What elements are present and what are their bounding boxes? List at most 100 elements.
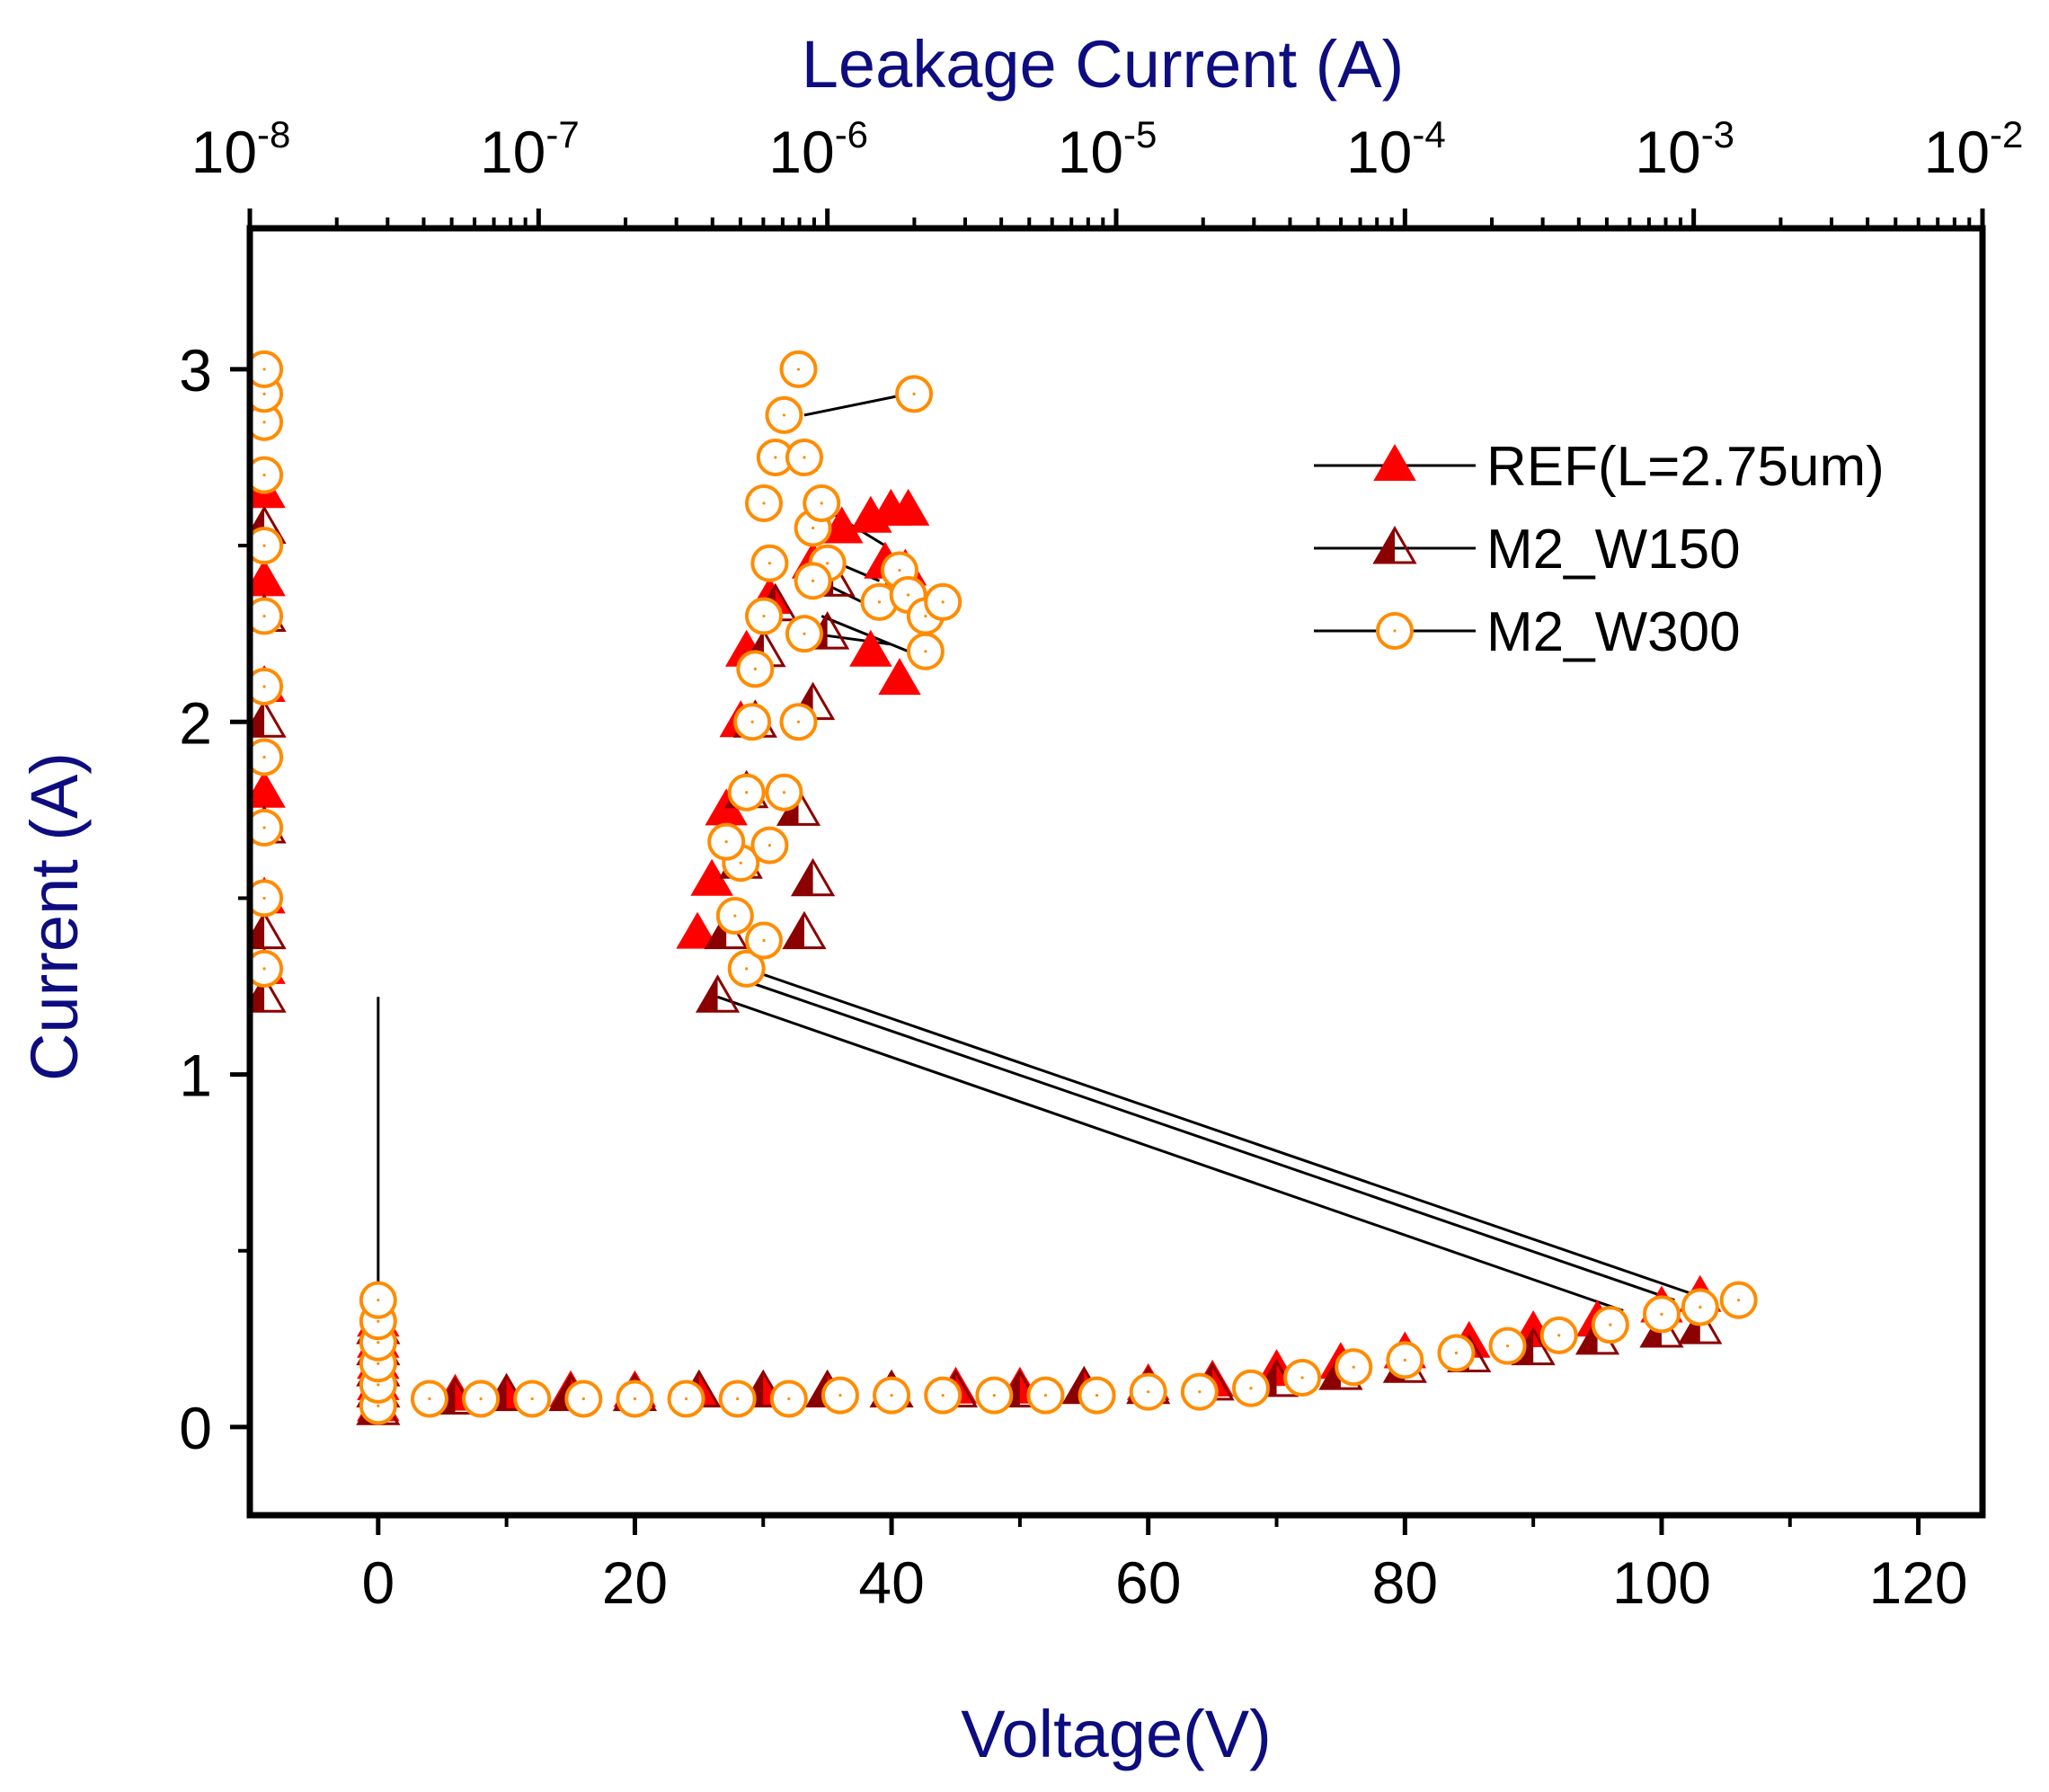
- data-point: [1437, 1334, 1476, 1372]
- connector-line: [746, 967, 1701, 1299]
- marker-dot: [262, 685, 266, 688]
- x-tick-label: 120: [1869, 1549, 1968, 1616]
- legend-marker: [1376, 612, 1414, 650]
- data-point: [886, 488, 930, 526]
- marker-dot: [684, 1397, 688, 1401]
- data-point: [1335, 1348, 1373, 1387]
- marker-dot: [826, 562, 829, 565]
- x2-tick-base: 10: [191, 119, 257, 185]
- legend: REF(L=2.75um) M2_W150 M2_W300: [1314, 436, 1885, 663]
- data-point: [1129, 1372, 1167, 1411]
- x2-tick-base: 10: [1924, 119, 1990, 185]
- data-point: [878, 658, 921, 696]
- data-point: [779, 350, 818, 388]
- data-point: [718, 1379, 757, 1418]
- legend-marker: [1372, 526, 1417, 564]
- data-point: [250, 879, 284, 918]
- data-point: [790, 857, 836, 897]
- marker-dot: [762, 501, 766, 505]
- marker-dot: [377, 1319, 380, 1323]
- data-point: [695, 974, 741, 1013]
- x2-tick-label: 10-5: [1058, 113, 1158, 185]
- x2-tick-label: 10-6: [768, 113, 868, 185]
- x2-tick-exp: -6: [835, 113, 868, 155]
- data-point: [250, 456, 284, 494]
- data-point: [1180, 1372, 1219, 1411]
- marker-dot: [877, 600, 882, 604]
- marker-dot: [1043, 1394, 1048, 1397]
- marker-dot: [796, 368, 801, 371]
- data-point: [1488, 1326, 1527, 1365]
- marker-outline: [1372, 526, 1417, 564]
- marker-outline: [782, 910, 827, 950]
- marker-dot: [1300, 1376, 1304, 1379]
- data-point: [250, 527, 284, 565]
- marker-dot: [812, 579, 815, 582]
- marker-dot: [767, 562, 772, 565]
- marker-dot: [1505, 1344, 1510, 1348]
- marker-dot: [767, 843, 772, 847]
- series-3: [250, 350, 1758, 1425]
- marker-dot: [803, 456, 806, 459]
- x2-tick-label: 10-2: [1924, 113, 2024, 185]
- data-point: [1078, 1376, 1116, 1415]
- marker-dot: [838, 1394, 842, 1397]
- data-point: [975, 1376, 1014, 1415]
- data-point: [676, 911, 719, 949]
- data-point: [1642, 1295, 1681, 1334]
- x2-tick-label: 10-8: [191, 113, 291, 185]
- marker-dot: [724, 840, 728, 844]
- marker-outline: [250, 974, 287, 1013]
- marker-dot: [1147, 1390, 1150, 1394]
- marker-dot: [1249, 1387, 1253, 1390]
- marker-dot: [377, 1341, 380, 1344]
- marker-dot: [787, 1397, 791, 1401]
- marker-dot: [262, 826, 266, 829]
- x2-tick-exp: -3: [1701, 113, 1734, 155]
- y-tick-label: 0: [179, 1395, 212, 1461]
- marker-dot: [803, 632, 806, 635]
- marker-dot: [992, 1394, 996, 1397]
- data-point: [359, 1281, 397, 1319]
- x-tick-label: 60: [1115, 1549, 1181, 1616]
- marker-dot: [377, 1404, 380, 1407]
- marker-dot: [262, 368, 266, 371]
- data-point: [785, 439, 823, 477]
- data-point: [564, 1379, 603, 1418]
- x-tick-label: 0: [361, 1549, 395, 1616]
- marker-dot: [912, 392, 916, 395]
- legend-label: REF(L=2.75um): [1486, 436, 1885, 498]
- data-point: [513, 1379, 552, 1418]
- marker-dot: [774, 456, 777, 459]
- data-point: [895, 375, 934, 413]
- data-point: [820, 1376, 859, 1415]
- data-point: [1231, 1369, 1270, 1407]
- data-point: [250, 668, 284, 706]
- marker-dot: [820, 501, 823, 505]
- x2-tick-exp: -2: [1990, 113, 2023, 155]
- marker-dot: [581, 1397, 585, 1401]
- data-point: [803, 484, 841, 523]
- x2-tick-exp: -5: [1123, 113, 1157, 155]
- x-tick-label: 100: [1612, 1549, 1711, 1616]
- legend-marker: [1373, 444, 1416, 481]
- data-point: [849, 629, 892, 667]
- data-point: [873, 1376, 911, 1415]
- data-point: [744, 484, 783, 523]
- legend-label: M2_W150: [1486, 519, 1741, 581]
- marker-dot: [1352, 1365, 1355, 1369]
- marker-dot: [1198, 1390, 1202, 1394]
- marker-dot: [762, 614, 766, 618]
- y-tick-label: 1: [179, 1042, 212, 1109]
- marker-dot: [1660, 1312, 1663, 1316]
- marker-dot: [782, 413, 786, 417]
- marker-dot: [1737, 1299, 1741, 1302]
- marker-dot: [1557, 1334, 1561, 1337]
- data-point: [794, 562, 832, 600]
- data-point: [1681, 1288, 1719, 1326]
- data-point: [924, 582, 962, 621]
- marker-dot: [1403, 1358, 1406, 1362]
- data-point: [410, 1379, 448, 1418]
- marker-dot: [796, 720, 801, 723]
